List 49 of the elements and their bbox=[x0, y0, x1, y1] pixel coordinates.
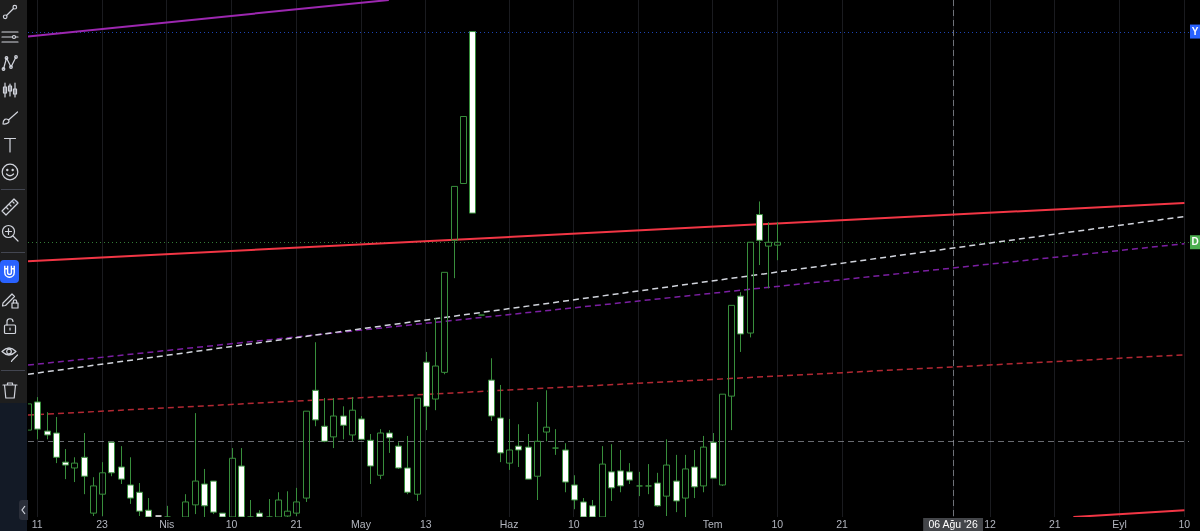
candlestick bbox=[451, 185, 458, 279]
candlestick bbox=[774, 221, 781, 261]
candlestick bbox=[164, 505, 171, 517]
candlestick bbox=[229, 447, 236, 517]
candlestick bbox=[330, 397, 337, 449]
candlestick bbox=[284, 490, 291, 517]
x-tick-label: 10 bbox=[225, 518, 238, 531]
candlestick bbox=[192, 412, 199, 515]
candlestick bbox=[552, 428, 559, 456]
x-tick-label: 21 bbox=[290, 518, 303, 531]
candlestick bbox=[728, 304, 735, 431]
candlestick bbox=[636, 471, 643, 497]
ref-line-label: D bbox=[1191, 236, 1199, 248]
x-tick-label: 10 bbox=[771, 518, 784, 531]
x-tick-label: Tem bbox=[702, 518, 723, 531]
x-tick-label: Haz bbox=[499, 518, 519, 531]
x-tick-label: 19 bbox=[632, 518, 645, 531]
x-tick-label: May bbox=[351, 518, 372, 531]
candlestick bbox=[404, 435, 411, 495]
ref-line-label: Y bbox=[1191, 25, 1199, 37]
candlestick bbox=[71, 456, 78, 483]
candlestick bbox=[534, 401, 541, 501]
candlestick bbox=[247, 499, 254, 517]
candlestick bbox=[756, 200, 763, 266]
candlestick bbox=[99, 461, 106, 517]
candlestick bbox=[349, 396, 356, 442]
x-tick-label: 10 bbox=[567, 518, 580, 531]
x-tick-label: 21 bbox=[1049, 518, 1061, 531]
candlestick bbox=[682, 454, 689, 517]
x-tick-label: 13 bbox=[419, 518, 432, 531]
candlestick bbox=[506, 418, 513, 471]
candlestick bbox=[127, 456, 134, 505]
candlestick bbox=[266, 498, 273, 517]
x-tick-label: 21 bbox=[836, 518, 849, 531]
x-tick-label: Nis bbox=[159, 518, 175, 531]
candlestick bbox=[663, 438, 670, 517]
x-tick-label: 23 bbox=[96, 518, 108, 531]
candlestick bbox=[599, 445, 606, 517]
candlestick bbox=[460, 116, 467, 184]
x-tick-label: Eyl bbox=[1112, 518, 1127, 531]
candlestick bbox=[432, 317, 439, 411]
candlestick bbox=[543, 389, 550, 442]
x-tick-label: 06 Ağu '26 bbox=[928, 518, 978, 531]
x-tick-label: 11 bbox=[31, 518, 43, 531]
x-tick-label: 10 bbox=[1178, 518, 1191, 531]
candlestick bbox=[765, 221, 772, 289]
candlestick bbox=[645, 463, 652, 495]
candlestick bbox=[469, 31, 476, 214]
x-tick-label: 12 bbox=[984, 518, 997, 531]
